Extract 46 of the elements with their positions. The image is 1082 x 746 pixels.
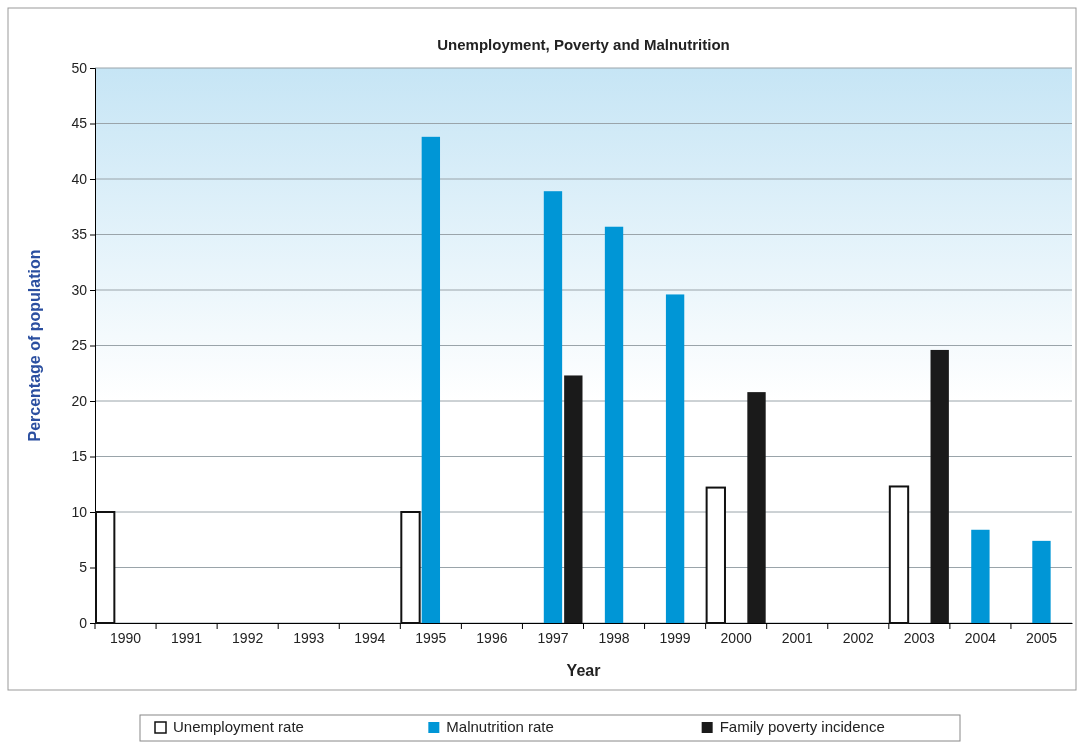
x-tick-label: 1991 [171, 629, 203, 646]
x-tick-label: 2005 [1025, 629, 1058, 646]
bar [95, 511, 116, 624]
y-axis-title: Percentage of population [26, 249, 43, 442]
y-tick-label: 40 [71, 170, 88, 187]
bar [665, 294, 685, 623]
x-axis-title: Year [566, 662, 601, 679]
y-tick-label: 20 [71, 392, 88, 409]
bar [930, 349, 949, 623]
bar [564, 375, 583, 623]
x-tick-label: 2003 [903, 629, 936, 646]
bar [421, 136, 441, 623]
legend-label: Unemployment rate [173, 718, 304, 735]
y-tick-label: 35 [71, 226, 88, 243]
x-tick-label: 1994 [354, 629, 386, 646]
x-tick-label: 1992 [232, 629, 264, 646]
bar [971, 529, 990, 623]
x-tick-label: 1995 [415, 629, 447, 646]
bar [705, 486, 726, 624]
y-tick-label: 45 [71, 115, 88, 132]
x-tick-label: 1998 [598, 629, 630, 646]
x-tick-label: 1996 [476, 629, 508, 646]
y-tick-label: 50 [71, 59, 88, 76]
legend-label: Malnutrition rate [446, 718, 554, 735]
bar [888, 485, 910, 624]
x-tick-label: 2000 [720, 629, 752, 646]
x-tick-label: 1990 [109, 629, 142, 646]
y-tick-label: 30 [71, 281, 88, 298]
x-tick-label: 2001 [781, 629, 813, 646]
x-tick-label: 2004 [964, 629, 997, 646]
y-tick-label: 15 [71, 448, 88, 465]
bar [400, 511, 421, 624]
x-tick-label: 1993 [293, 629, 325, 646]
y-tick-label: 25 [71, 337, 88, 354]
x-tick-label: 1999 [659, 629, 691, 646]
bar [604, 226, 624, 623]
bar [1032, 540, 1051, 623]
y-tick-label: 0 [79, 614, 88, 631]
bar [543, 191, 563, 623]
y-tick-label: 10 [71, 503, 88, 520]
chart-title: Unemployment, Poverty and Malnutrition [437, 36, 730, 53]
x-tick-label: 2002 [842, 629, 875, 646]
bar [747, 392, 766, 623]
y-tick-label: 5 [79, 559, 88, 576]
legend-label: Family poverty incidence [719, 718, 885, 735]
x-tick-label: 1997 [537, 629, 569, 646]
